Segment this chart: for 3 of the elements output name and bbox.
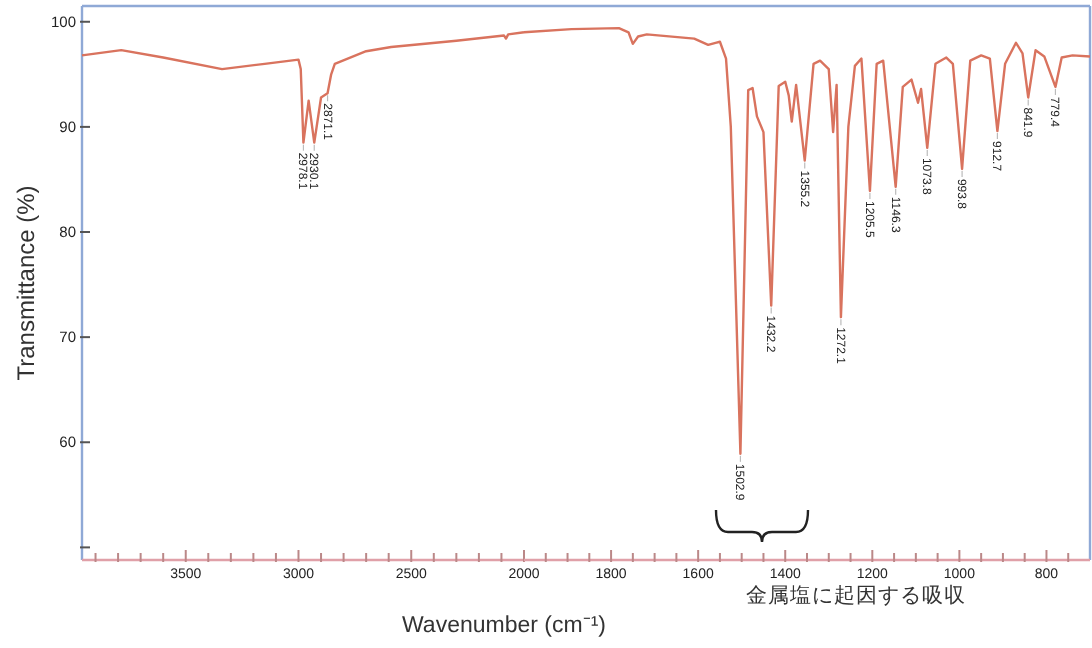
- y-axis-title: Transmittance (%): [12, 185, 40, 381]
- x-axis-title: Wavenumber (cm⁻¹): [402, 614, 607, 638]
- text: 金属塩に起因する吸収: [746, 582, 966, 608]
